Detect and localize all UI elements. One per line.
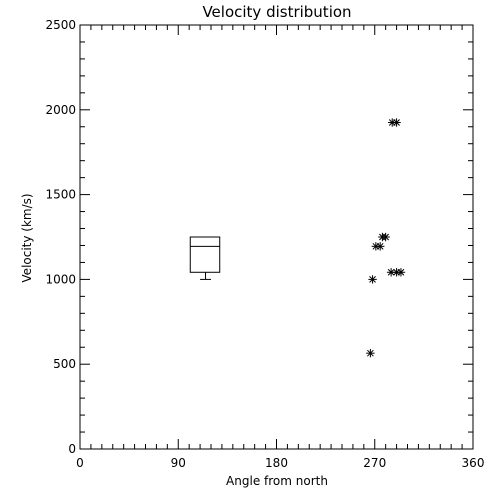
y-tick-label: 2500 [45,18,76,32]
box-iqr [189,236,221,273]
data-point [392,118,401,127]
data-point [366,348,375,358]
x-tick-label: 270 [363,456,386,470]
x-tick-label: 0 [76,456,84,470]
x-axis-title: Angle from north [226,474,328,488]
y-tick-label: 0 [68,442,76,456]
data-point [396,268,406,277]
x-tick-label: 360 [462,456,485,470]
data-points [366,118,406,358]
axis-tick-labels: 0 90 180 270 360 0 500 1000 1500 2000 2500 [45,18,484,470]
asterisk-stroke [376,242,384,250]
plot-frame [79,24,474,450]
asterisk-stroke [387,268,395,276]
y-tick-label: 500 [53,357,76,371]
data-point [368,275,377,284]
y-tick-label: 1500 [45,188,76,202]
data-point [381,232,390,242]
asterisk-stroke [397,268,405,276]
boxplot [189,236,221,280]
y-tick-label: 2000 [45,103,76,117]
axis-ticks [79,24,474,450]
asterisk-stroke [367,349,374,357]
chart-title: Velocity distribution [202,3,351,21]
asterisk-stroke [393,119,400,126]
x-tick-label: 90 [171,456,186,470]
asterisk-stroke [382,233,390,241]
y-axis-title: Velocity (km/s) [20,193,34,282]
x-tick-label: 180 [265,456,288,470]
y-tick-label: 1000 [45,272,76,286]
asterisk-stroke [369,276,376,283]
data-point [376,242,385,251]
